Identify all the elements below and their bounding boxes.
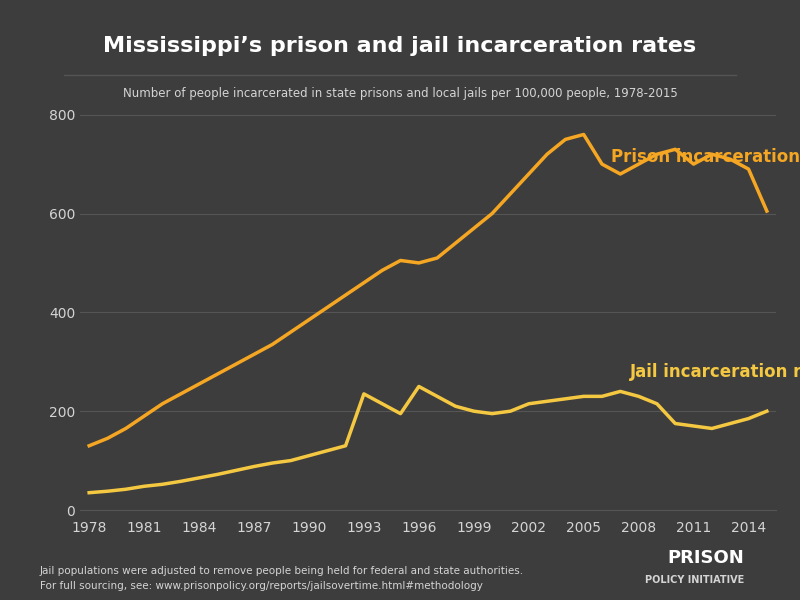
Text: POLICY INITIATIVE: POLICY INITIATIVE bbox=[645, 575, 744, 585]
Text: Prison incarceration rate: Prison incarceration rate bbox=[611, 148, 800, 166]
Text: PRISON: PRISON bbox=[667, 549, 744, 567]
Text: Mississippi’s prison and jail incarceration rates: Mississippi’s prison and jail incarcerat… bbox=[103, 36, 697, 56]
Text: Jail populations were adjusted to remove people being held for federal and state: Jail populations were adjusted to remove… bbox=[40, 566, 524, 576]
Text: Jail incarceration rate: Jail incarceration rate bbox=[630, 362, 800, 380]
Text: Number of people incarcerated in state prisons and local jails per 100,000 peopl: Number of people incarcerated in state p… bbox=[122, 87, 678, 100]
Text: For full sourcing, see: www.prisonpolicy.org/reports/jailsovertime.html#methodol: For full sourcing, see: www.prisonpolicy… bbox=[40, 581, 483, 591]
